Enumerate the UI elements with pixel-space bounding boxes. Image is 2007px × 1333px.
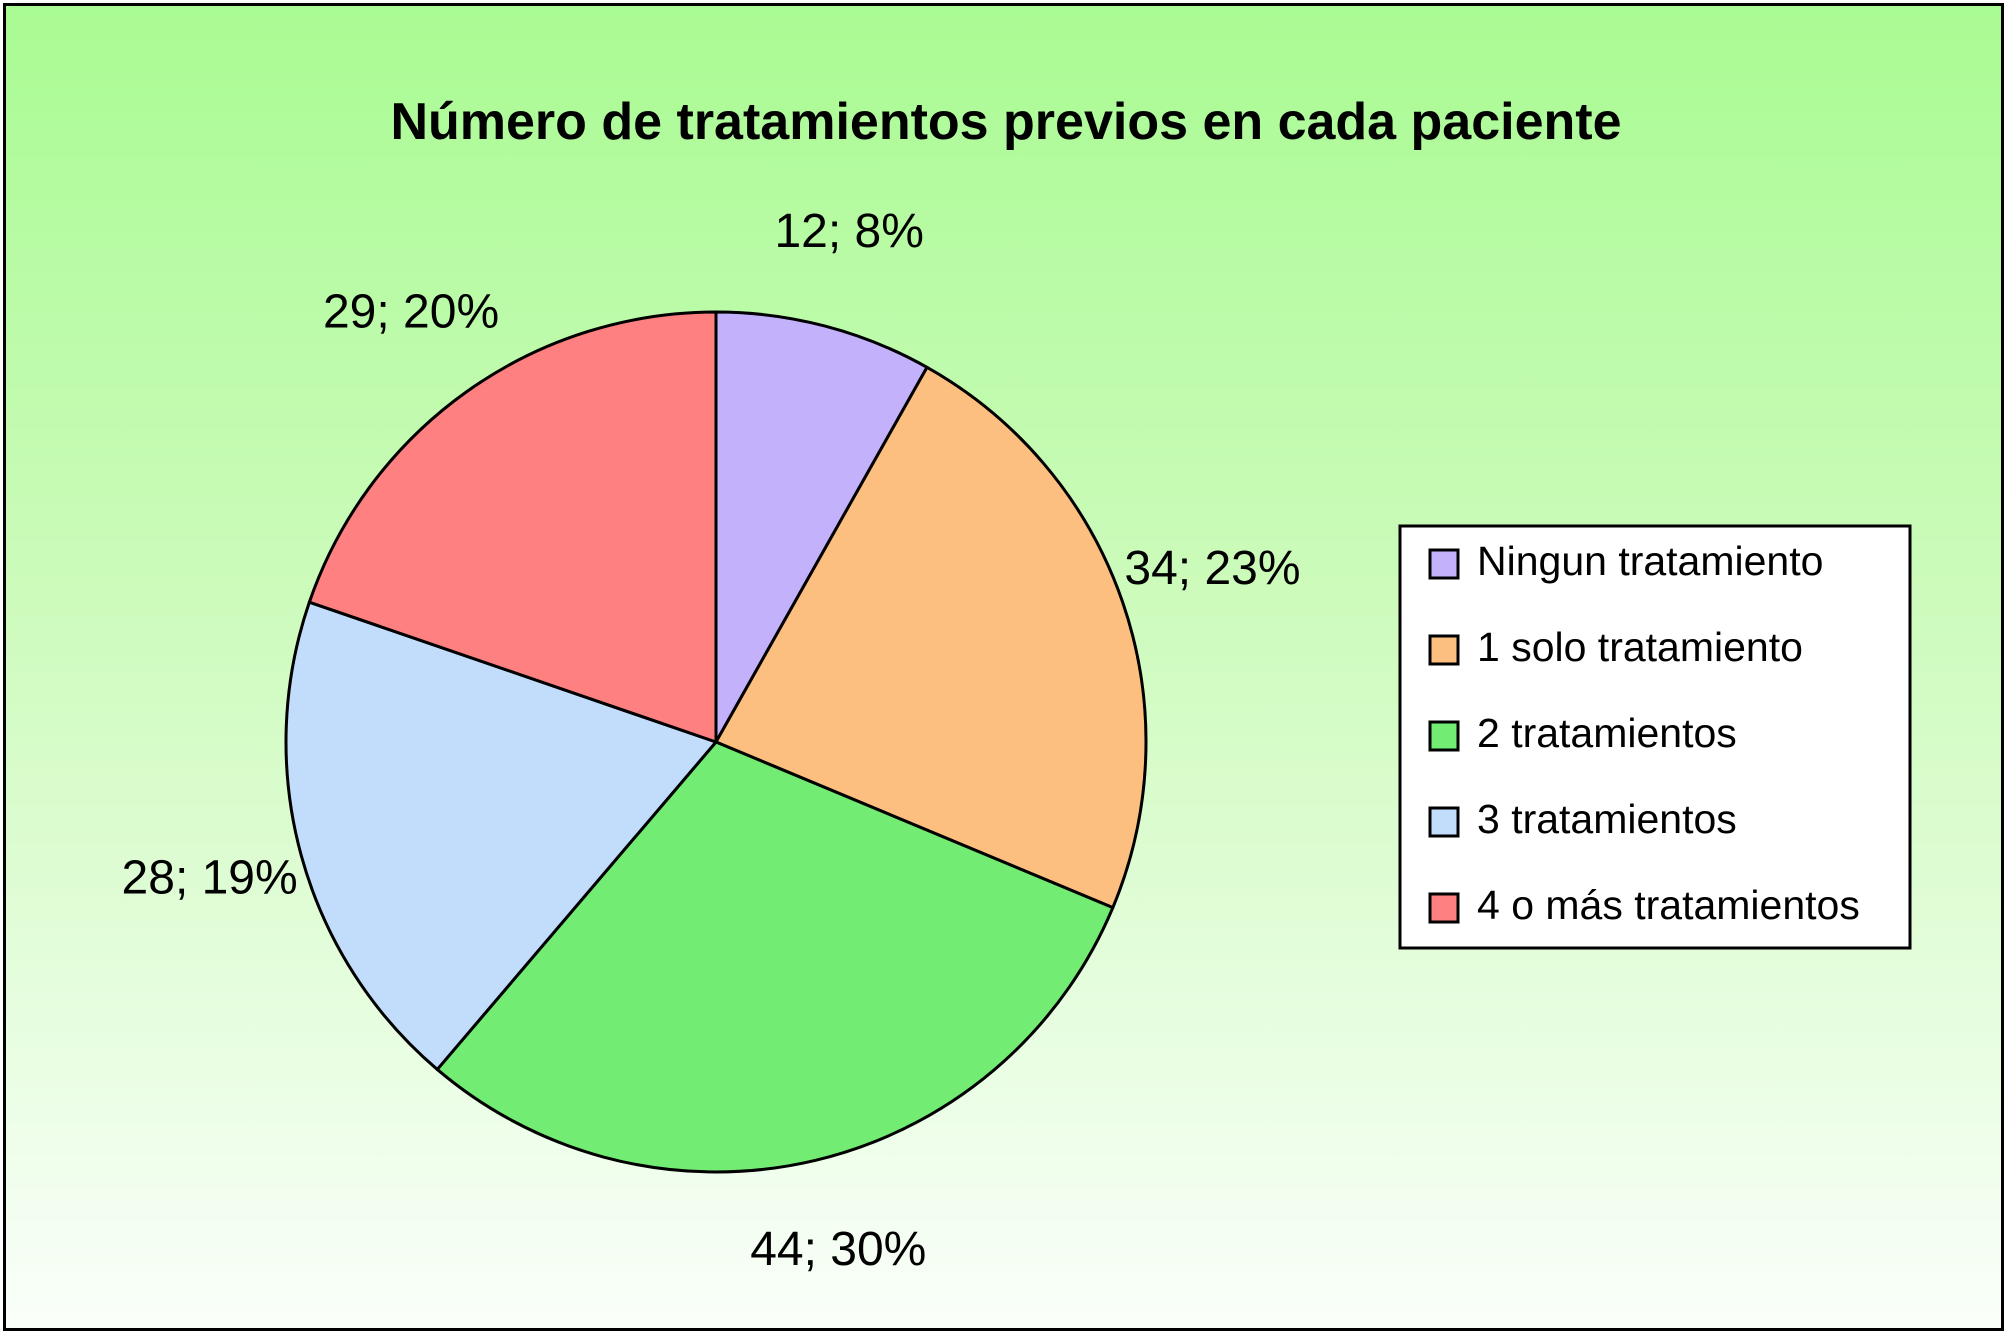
pie-data-label-4: 28; 19%: [122, 851, 298, 904]
pie-chart: Número de tratamientos previos en cada p…: [122, 93, 1912, 1276]
legend-swatch-4: [1428, 806, 1460, 838]
legend-label-4: 3 tratamientos: [1477, 796, 1737, 842]
legend-swatch-2: [1428, 634, 1460, 666]
pie-slices: [284, 310, 1148, 1174]
legend-swatch-1: [1428, 548, 1460, 580]
legend-box: [1398, 524, 1912, 950]
pie-data-label-1: 12; 8%: [774, 205, 923, 258]
legend-label-2: 1 solo tratamiento: [1477, 624, 1803, 670]
legend: Ningun tratamiento 1 solo tratamiento 2 tr…: [1398, 524, 1912, 950]
chart-frame: Número de tratamientos previos en cada p…: [3, 3, 2004, 1331]
legend-swatch-3: [1428, 720, 1460, 752]
pie-slice-4: [284, 600, 718, 1071]
pie-slice-2: [714, 365, 1148, 910]
pie-data-label-5: 29; 20%: [323, 285, 499, 338]
legend-label-3: 2 tratamientos: [1477, 710, 1737, 756]
pie-data-label-2: 34; 23%: [1124, 542, 1300, 595]
legend-label-1: Ningun tratamiento: [1477, 538, 1823, 584]
pie-slice-3: [435, 740, 1115, 1174]
pie-data-label-3: 44; 30%: [750, 1223, 926, 1276]
pie-slice-1: [714, 310, 929, 744]
legend-label-5: 4 o más tratamientos: [1477, 882, 1860, 928]
legend-swatch-5: [1428, 892, 1460, 924]
chart-title: Número de tratamientos previos en cada p…: [390, 93, 1621, 151]
pie-data-labels: 12; 8% 34; 23% 44; 30% 28; 19% 29; 20%: [122, 205, 1301, 1276]
pie-slice-5: [307, 310, 718, 744]
